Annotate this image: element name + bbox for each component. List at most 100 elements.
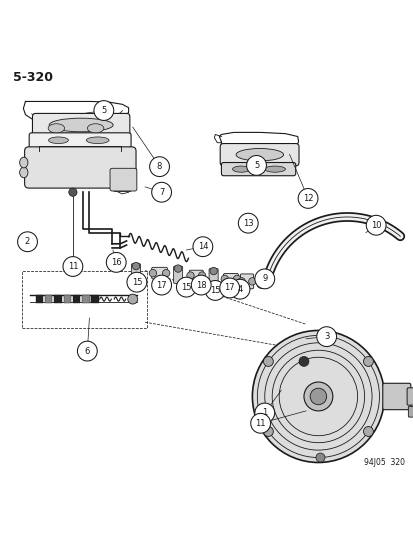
Ellipse shape: [49, 118, 113, 132]
Circle shape: [250, 414, 270, 433]
FancyBboxPatch shape: [220, 143, 298, 166]
Text: 16: 16: [111, 258, 121, 267]
Circle shape: [106, 253, 126, 272]
Circle shape: [209, 268, 217, 274]
Circle shape: [252, 330, 384, 463]
Circle shape: [149, 269, 156, 277]
Text: 8: 8: [157, 162, 162, 171]
Circle shape: [77, 341, 97, 361]
FancyBboxPatch shape: [209, 269, 218, 286]
Circle shape: [151, 182, 171, 202]
Text: 15: 15: [180, 282, 191, 292]
FancyBboxPatch shape: [54, 295, 62, 303]
Circle shape: [69, 188, 77, 196]
Circle shape: [63, 256, 83, 277]
Text: 12: 12: [302, 194, 313, 203]
FancyBboxPatch shape: [29, 133, 131, 148]
FancyBboxPatch shape: [82, 295, 89, 303]
Circle shape: [221, 275, 228, 282]
Circle shape: [363, 357, 373, 366]
Circle shape: [192, 237, 212, 256]
Ellipse shape: [264, 166, 285, 172]
Text: 18: 18: [195, 280, 206, 289]
FancyBboxPatch shape: [91, 295, 99, 303]
Text: 11: 11: [67, 262, 78, 271]
FancyBboxPatch shape: [24, 147, 136, 188]
Circle shape: [151, 275, 171, 295]
FancyBboxPatch shape: [45, 295, 52, 303]
FancyBboxPatch shape: [240, 274, 253, 289]
FancyBboxPatch shape: [110, 168, 137, 191]
Circle shape: [315, 453, 324, 462]
FancyBboxPatch shape: [151, 268, 167, 279]
Text: 14: 14: [197, 242, 208, 251]
Circle shape: [128, 294, 138, 304]
Circle shape: [309, 388, 326, 405]
Circle shape: [18, 232, 37, 252]
Text: 5: 5: [253, 161, 259, 170]
Circle shape: [127, 272, 146, 292]
FancyBboxPatch shape: [406, 388, 413, 405]
Ellipse shape: [48, 124, 64, 133]
Text: 1: 1: [261, 408, 267, 417]
Ellipse shape: [235, 149, 283, 161]
Circle shape: [205, 280, 225, 300]
Circle shape: [186, 272, 194, 279]
Circle shape: [246, 156, 266, 175]
FancyBboxPatch shape: [173, 266, 182, 284]
Circle shape: [238, 213, 258, 233]
Circle shape: [297, 189, 317, 208]
Text: 13: 13: [242, 219, 253, 228]
Circle shape: [254, 403, 274, 423]
FancyBboxPatch shape: [32, 114, 130, 138]
FancyBboxPatch shape: [223, 273, 238, 284]
Ellipse shape: [20, 157, 28, 168]
FancyBboxPatch shape: [221, 163, 295, 176]
Text: 6: 6: [84, 346, 90, 356]
Circle shape: [191, 275, 211, 295]
Text: 10: 10: [370, 221, 380, 230]
Circle shape: [366, 215, 385, 235]
Ellipse shape: [232, 166, 249, 172]
Circle shape: [230, 279, 249, 299]
Circle shape: [149, 157, 169, 176]
Text: 9: 9: [261, 274, 267, 284]
Circle shape: [254, 269, 274, 289]
Circle shape: [132, 262, 140, 270]
Text: 7: 7: [159, 188, 164, 197]
Text: 5-320: 5-320: [13, 70, 53, 84]
FancyBboxPatch shape: [382, 383, 410, 410]
Ellipse shape: [87, 124, 104, 133]
FancyBboxPatch shape: [407, 406, 413, 417]
Circle shape: [303, 382, 332, 411]
Circle shape: [94, 101, 114, 120]
Text: 2: 2: [25, 237, 30, 246]
Ellipse shape: [20, 167, 28, 178]
Circle shape: [219, 278, 239, 298]
Circle shape: [174, 265, 181, 272]
Text: 11: 11: [255, 419, 265, 428]
Text: 3: 3: [323, 332, 329, 341]
Text: 5: 5: [101, 106, 106, 115]
Text: 15: 15: [131, 278, 142, 287]
Circle shape: [176, 277, 196, 297]
Ellipse shape: [86, 137, 109, 143]
Circle shape: [316, 327, 336, 346]
Text: 17: 17: [156, 280, 166, 289]
Circle shape: [237, 278, 245, 285]
Text: 4: 4: [237, 285, 242, 294]
Ellipse shape: [48, 137, 68, 143]
Circle shape: [263, 426, 273, 437]
Circle shape: [263, 357, 273, 366]
FancyBboxPatch shape: [131, 264, 140, 282]
Circle shape: [363, 426, 373, 437]
FancyBboxPatch shape: [64, 295, 71, 303]
Text: 17: 17: [224, 284, 235, 293]
Circle shape: [198, 272, 205, 279]
FancyBboxPatch shape: [36, 295, 43, 303]
Circle shape: [233, 275, 240, 282]
Text: 15: 15: [209, 286, 220, 295]
Circle shape: [162, 269, 169, 277]
Text: 94J05  320: 94J05 320: [363, 458, 404, 466]
Circle shape: [248, 278, 256, 285]
